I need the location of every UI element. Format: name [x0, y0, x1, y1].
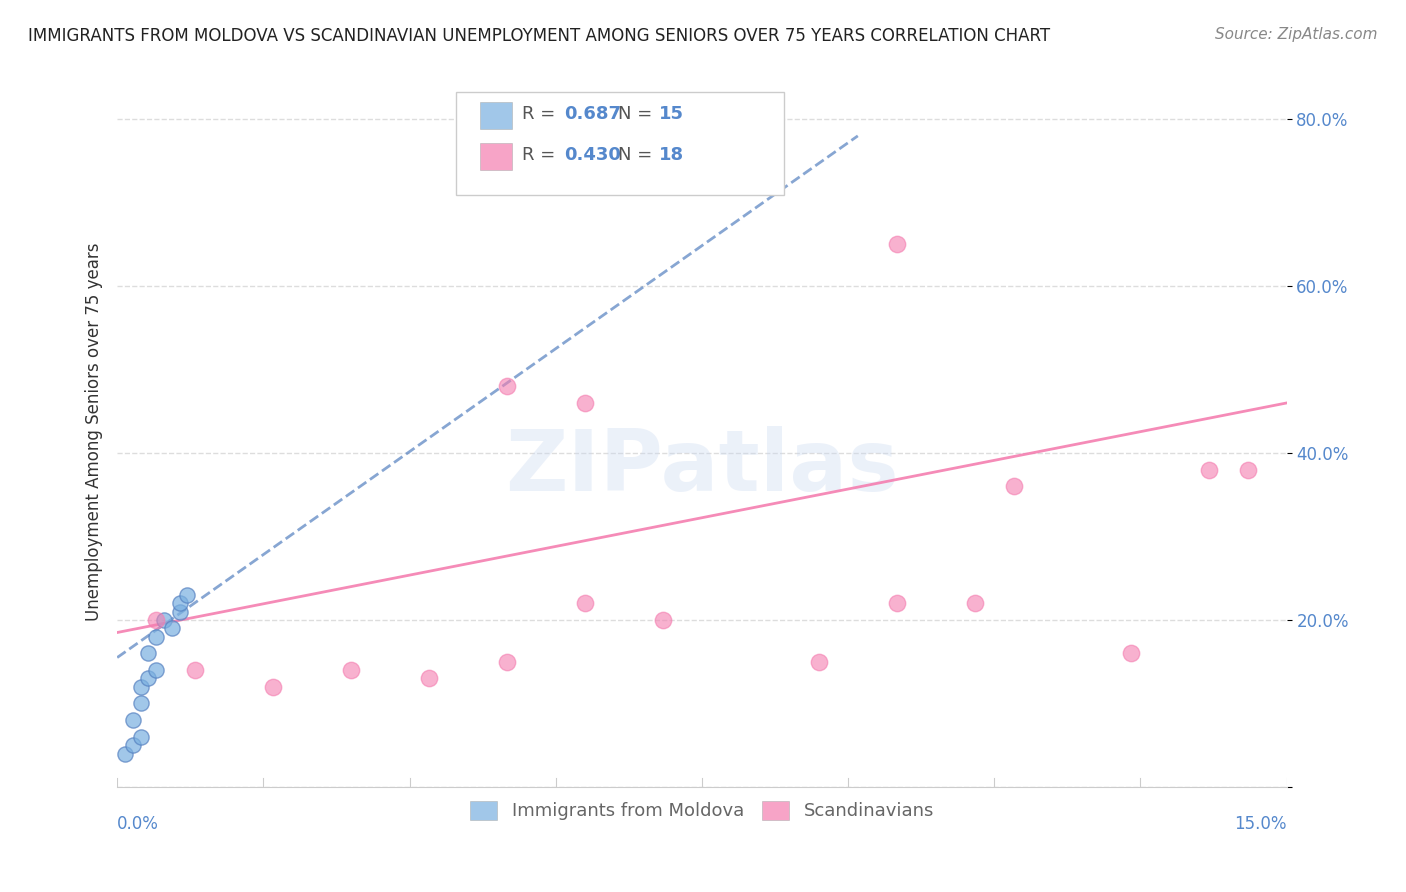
- Point: [114, 747, 136, 761]
- Point: [886, 237, 908, 252]
- Text: Source: ZipAtlas.com: Source: ZipAtlas.com: [1215, 27, 1378, 42]
- Point: [886, 596, 908, 610]
- Point: [129, 680, 152, 694]
- Point: [145, 663, 167, 677]
- Point: [121, 713, 143, 727]
- Point: [1119, 646, 1142, 660]
- Text: 0.687: 0.687: [564, 105, 621, 123]
- Point: [153, 613, 176, 627]
- Legend: Immigrants from Moldova, Scandinavians: Immigrants from Moldova, Scandinavians: [463, 794, 941, 828]
- Text: 15: 15: [658, 105, 683, 123]
- Text: ZIPatlas: ZIPatlas: [505, 426, 898, 509]
- Point: [651, 613, 673, 627]
- Point: [184, 663, 207, 677]
- Bar: [479, 143, 512, 169]
- Point: [574, 596, 596, 610]
- Point: [121, 738, 143, 752]
- Point: [129, 697, 152, 711]
- Text: N =: N =: [617, 146, 658, 164]
- Text: R =: R =: [522, 146, 561, 164]
- Point: [145, 613, 167, 627]
- Point: [418, 672, 440, 686]
- Point: [169, 596, 191, 610]
- Text: IMMIGRANTS FROM MOLDOVA VS SCANDINAVIAN UNEMPLOYMENT AMONG SENIORS OVER 75 YEARS: IMMIGRANTS FROM MOLDOVA VS SCANDINAVIAN …: [28, 27, 1050, 45]
- Point: [160, 621, 183, 635]
- FancyBboxPatch shape: [457, 92, 783, 194]
- Point: [138, 646, 160, 660]
- Point: [1236, 463, 1258, 477]
- Text: 0.430: 0.430: [564, 146, 621, 164]
- Y-axis label: Unemployment Among Seniors over 75 years: Unemployment Among Seniors over 75 years: [86, 243, 103, 622]
- Point: [574, 396, 596, 410]
- Bar: [479, 102, 512, 128]
- Point: [1002, 479, 1025, 493]
- Point: [496, 655, 519, 669]
- Text: 18: 18: [658, 146, 683, 164]
- Text: 15.0%: 15.0%: [1234, 815, 1286, 833]
- Point: [963, 596, 986, 610]
- Point: [169, 605, 191, 619]
- Point: [138, 672, 160, 686]
- Point: [176, 588, 198, 602]
- Point: [145, 630, 167, 644]
- Text: N =: N =: [617, 105, 658, 123]
- Point: [1198, 463, 1220, 477]
- Point: [262, 680, 284, 694]
- Point: [496, 379, 519, 393]
- Point: [807, 655, 830, 669]
- Point: [129, 730, 152, 744]
- Text: 0.0%: 0.0%: [117, 815, 159, 833]
- Text: R =: R =: [522, 105, 561, 123]
- Point: [340, 663, 363, 677]
